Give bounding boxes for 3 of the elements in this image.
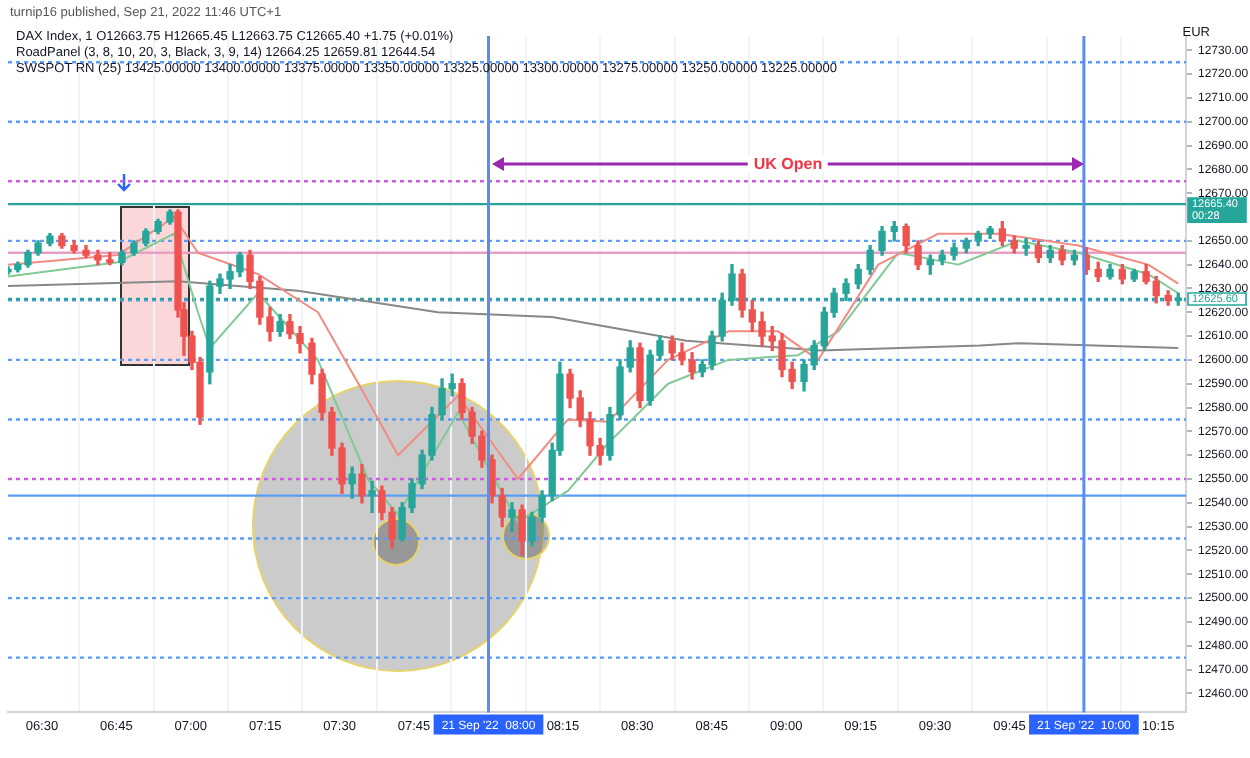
- candlestick: [1022, 237, 1030, 256]
- candlestick: [368, 480, 376, 513]
- annotation: UK Open: [747, 155, 829, 173]
